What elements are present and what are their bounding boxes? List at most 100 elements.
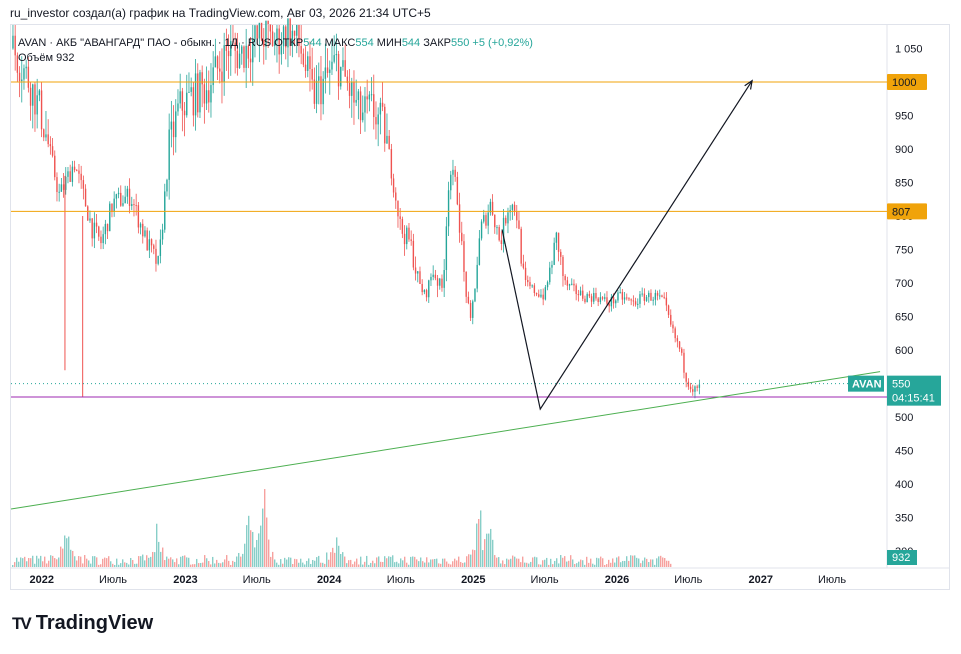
candle-body	[364, 96, 366, 113]
low-label: МИН	[376, 37, 402, 49]
candle-body	[247, 45, 250, 59]
volume-bar	[388, 556, 390, 567]
volume-bar	[410, 556, 412, 567]
candle-body	[445, 226, 448, 271]
candle-body	[170, 121, 173, 130]
tradingview-brand[interactable]: TV TradingView	[12, 612, 153, 635]
level-badge-text: 1000	[892, 77, 916, 89]
candle-body	[320, 76, 322, 105]
volume-legend[interactable]: Объём 932	[18, 52, 74, 64]
volume-bar	[650, 559, 652, 567]
time-tick-label: 2023	[173, 574, 197, 586]
volume-bar	[336, 537, 338, 567]
candle-body	[21, 79, 23, 82]
time-tick-label: Июль	[387, 574, 415, 586]
candle-body	[258, 22, 261, 39]
candle-body	[54, 155, 56, 178]
volume-bar	[634, 555, 636, 567]
candle-body	[223, 45, 225, 82]
volume-bar	[124, 562, 126, 567]
volume-bar	[214, 563, 216, 567]
candle-body	[494, 214, 496, 228]
candle-body	[16, 55, 19, 73]
volume-bar	[556, 558, 558, 567]
symbol-legend[interactable]: AVAN · АКБ "АВАНГАРД" ПАО - обыкн. · 1Д …	[18, 36, 533, 51]
candle-body	[245, 45, 247, 68]
volume-bar	[248, 515, 250, 567]
volume-bar	[276, 562, 278, 567]
candle-body	[390, 149, 393, 179]
candle-body	[214, 56, 217, 68]
candle-body	[463, 241, 465, 272]
volume-bar	[472, 549, 474, 567]
volume-bar	[300, 558, 302, 567]
candle-body	[36, 95, 38, 115]
candle-body	[370, 94, 373, 96]
candle-body	[692, 389, 694, 392]
volume-bar	[592, 563, 594, 567]
volume-bar	[486, 533, 488, 567]
candle-body	[117, 192, 120, 195]
candle-body	[159, 239, 162, 257]
volume-bar	[374, 563, 376, 567]
candle-body	[62, 184, 65, 190]
time-tick-label: Июль	[243, 574, 271, 586]
candle-body	[100, 236, 102, 244]
close-label: ЗАКР	[423, 37, 451, 49]
candle-body	[285, 26, 287, 48]
chart-frame[interactable]	[10, 24, 950, 590]
volume-bar	[456, 560, 458, 567]
volume-bar	[186, 557, 188, 567]
volume-bar	[94, 556, 96, 567]
price-tick-label: 900	[895, 144, 913, 156]
open-value: 544	[303, 37, 322, 49]
volume-bar	[142, 554, 144, 567]
volume-bar	[348, 560, 350, 567]
candle-body	[577, 294, 580, 296]
candle-body	[630, 299, 632, 301]
candle-body	[621, 291, 624, 300]
volume-bar	[58, 557, 60, 567]
candle-body	[67, 171, 69, 177]
candle-body	[27, 66, 30, 88]
volume-bar	[242, 553, 244, 567]
candle-body	[326, 67, 329, 73]
volume-bar	[518, 558, 520, 567]
volume-bar	[272, 551, 274, 567]
volume-bar	[278, 564, 280, 567]
candle-body	[610, 297, 613, 307]
volume-bar	[322, 562, 324, 567]
drawings-layer	[10, 79, 881, 510]
candle-body	[465, 271, 467, 297]
volume-bar	[76, 560, 78, 567]
volume-bar	[296, 559, 298, 567]
volume-bar	[664, 558, 666, 567]
candle-body	[190, 87, 192, 92]
volume-bar	[424, 562, 426, 567]
candle-body	[428, 280, 430, 298]
volume-bar	[90, 563, 92, 567]
volume-bar	[666, 560, 668, 567]
volume-bar	[376, 557, 378, 567]
volume-bar	[606, 564, 608, 567]
volume-bar	[122, 559, 124, 567]
candle-body	[210, 85, 212, 103]
volume-bar	[574, 563, 576, 567]
volume-bar	[524, 562, 526, 567]
volume-bar	[382, 562, 384, 567]
price-tick-label: 500	[895, 412, 913, 424]
volume-bar	[394, 562, 396, 567]
volume-label: Объём	[18, 52, 54, 64]
volume-bar	[588, 562, 590, 567]
volume-bar	[30, 558, 32, 567]
volume-bar	[402, 560, 404, 567]
candle-body	[637, 303, 639, 305]
volume-bar	[274, 559, 276, 567]
volume-badge-text: 932	[892, 552, 910, 564]
candle-body	[377, 114, 379, 125]
volume-bar	[32, 555, 34, 567]
volume-bar	[494, 555, 496, 567]
volume-bar	[40, 555, 42, 567]
candle-body	[527, 279, 529, 283]
